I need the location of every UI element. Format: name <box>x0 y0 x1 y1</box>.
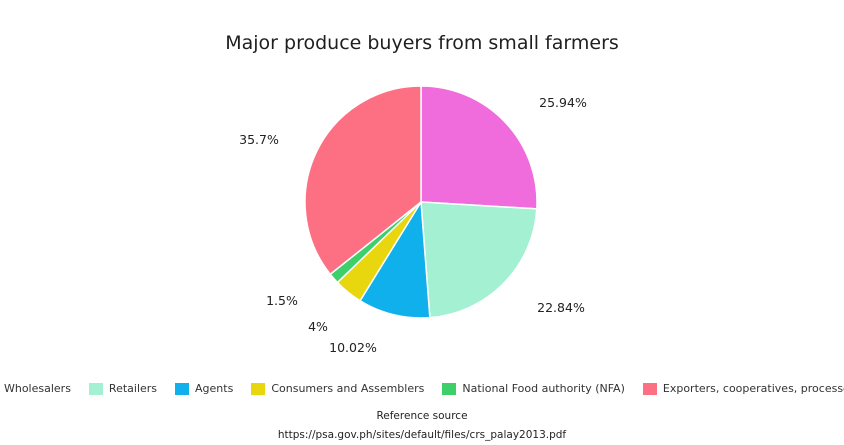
legend-swatch <box>442 382 457 395</box>
pie-slice-wholesalers <box>420 85 538 210</box>
slice-label: 25.94% <box>539 95 587 110</box>
legend-swatch <box>175 382 190 395</box>
legend-item: National Food authority (NFA) <box>442 382 625 395</box>
chart-title: Major produce buyers from small farmers <box>225 32 619 54</box>
legend-label: Consumers and Assemblers <box>271 382 425 395</box>
slice-label: 4% <box>308 319 328 334</box>
legend-item: Retailers <box>88 382 158 395</box>
slice-label: 1.5% <box>266 293 298 308</box>
pie-slice-exporters-cooperatives-processors <box>304 85 422 276</box>
slice-label: 35.7% <box>239 132 279 147</box>
legend-label: National Food authority (NFA) <box>462 382 625 395</box>
legend-label: Wholesalers <box>3 382 71 395</box>
legend-item: Exporters, cooperatives, processors <box>642 382 844 395</box>
pie-slice-agents <box>359 199 431 319</box>
reference-source-caption: Reference source <box>376 410 468 422</box>
legend-swatch <box>88 382 103 395</box>
legend-item: Consumers and Assemblers <box>251 382 424 395</box>
slice-label: 10.02% <box>329 340 377 355</box>
slice-label: 22.84% <box>537 300 585 315</box>
legend-label: Retailers <box>108 382 158 395</box>
legend-label: Agents <box>195 382 234 395</box>
legend-item: Wholesalers <box>0 382 71 395</box>
pie-slice-retailers <box>420 201 538 319</box>
legend-swatch <box>642 382 657 395</box>
legend-swatch <box>251 382 266 395</box>
legend: Wholesalers Retailers Agents Consumers and … <box>0 382 844 395</box>
reference-source-url: https://psa.gov.ph/sites/default/files/c… <box>277 429 567 441</box>
legend-item: Agents <box>175 382 233 395</box>
legend-label: Exporters, cooperatives, processors <box>662 382 844 395</box>
